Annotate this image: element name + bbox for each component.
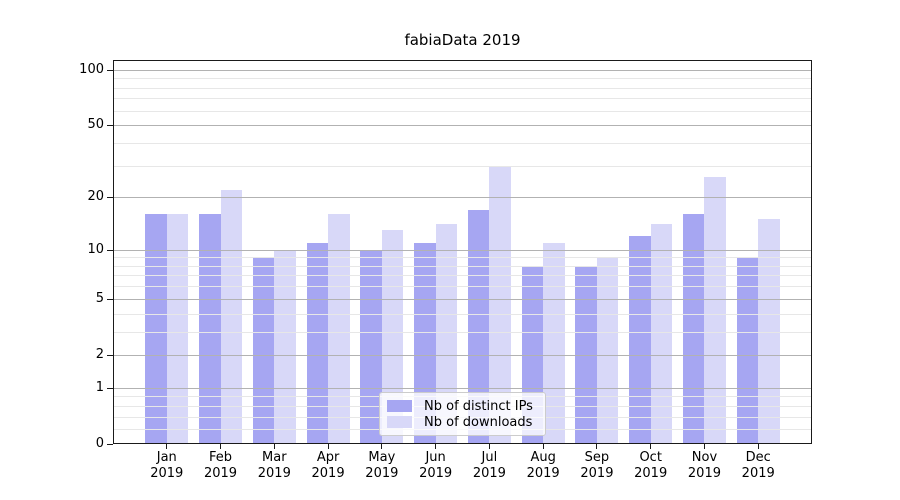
bar-feb-downloads [220,189,243,444]
bar-jan-downloads [166,214,189,444]
y-tick-label: 5 [95,290,104,306]
x-tick-mark [220,444,222,449]
bar-jun-downloads [435,224,458,444]
x-tick-mark [542,444,544,449]
x-tick-label: Feb 2019 [203,450,238,481]
bar-jul-distinct-ips [467,209,490,444]
x-tick-mark [757,444,759,449]
plot-area: Nb of distinct IPs Nb of downloads [113,60,812,444]
y-tick-label: 20 [87,189,104,205]
bar-aug-downloads [543,242,565,444]
x-tick-label: Sep 2019 [580,450,614,481]
major-gridline [113,387,812,389]
y-tick-label: 1 [95,379,104,395]
minor-gridline [113,165,812,167]
bar-dec-distinct-ips [736,257,759,444]
x-tick-mark [596,444,598,449]
x-tick-label: Mar 2019 [257,450,291,481]
bar-jan-distinct-ips [145,214,167,444]
bar-oct-distinct-ips [629,236,651,444]
x-tick-mark [166,444,168,449]
minor-gridline [113,87,812,89]
x-tick-label: Jun 2019 [419,450,453,481]
minor-gridline [113,313,812,315]
y-tick-mark [107,249,113,251]
y-tick-mark [107,125,113,127]
major-gridline [113,354,812,356]
y-tick-mark [107,298,113,300]
major-gridline [113,125,812,127]
minor-gridline [113,98,812,100]
y-tick-mark [107,197,113,199]
bar-may-downloads [381,230,404,444]
minor-gridline [113,331,812,333]
x-tick-label: May 2019 [365,450,399,481]
y-tick-mark [107,354,113,356]
bar-feb-distinct-ips [199,214,221,444]
major-gridline [113,249,812,251]
bar-sep-downloads [596,257,619,444]
minor-gridline [113,78,812,80]
x-tick-label: Apr 2019 [311,450,345,481]
bar-apr-distinct-ips [306,242,329,444]
x-tick-label: Nov 2019 [687,450,721,481]
minor-gridline [113,265,812,267]
x-tick-label: Aug 2019 [526,450,560,481]
legend-item-downloads: Nb of downloads [387,414,537,430]
legend-label-downloads: Nb of downloads [424,414,533,430]
legend: Nb of distinct IPs Nb of downloads [379,392,546,436]
legend-item-distinct-ips: Nb of distinct IPs [387,398,537,414]
bar-may-distinct-ips [360,249,382,444]
legend-label-distinct-ips: Nb of distinct IPs [424,398,533,414]
x-tick-mark [435,444,437,449]
bar-mar-distinct-ips [252,257,275,444]
bar-nov-distinct-ips [682,214,705,444]
minor-gridline [113,110,812,112]
x-tick-label: Jul 2019 [472,450,506,481]
y-tick-mark [107,387,113,389]
x-tick-mark [488,444,490,449]
bar-jul-downloads [489,165,511,444]
y-tick-mark [107,69,113,71]
legend-swatch-distinct-ips [387,400,412,412]
minor-gridline [113,286,812,288]
y-tick-label: 2 [95,346,104,362]
x-tick-mark [273,444,275,449]
x-tick-label: Jan 2019 [150,450,184,481]
x-tick-label: Dec 2019 [741,450,775,481]
y-tick-label: 0 [95,436,104,451]
y-tick-mark [107,444,113,445]
x-tick-label: Oct 2019 [634,450,668,481]
y-tick-label: 50 [87,117,104,133]
bar-nov-downloads [704,176,726,444]
x-tick-mark [327,444,329,449]
minor-gridline [113,275,812,277]
x-tick-mark [703,444,705,449]
x-tick-mark [381,444,383,449]
minor-gridline [113,257,812,259]
y-tick-label: 100 [79,61,104,77]
bar-mar-downloads [274,249,296,444]
chart-title: fabiaData 2019 [404,31,521,49]
x-tick-mark [650,444,652,449]
bar-oct-downloads [650,224,673,444]
major-gridline [113,298,812,300]
y-tick-label: 10 [87,241,104,257]
minor-gridline [113,142,812,144]
major-gridline [113,69,812,71]
bar-apr-downloads [328,214,350,444]
major-gridline [113,197,812,199]
legend-swatch-downloads [387,416,412,428]
